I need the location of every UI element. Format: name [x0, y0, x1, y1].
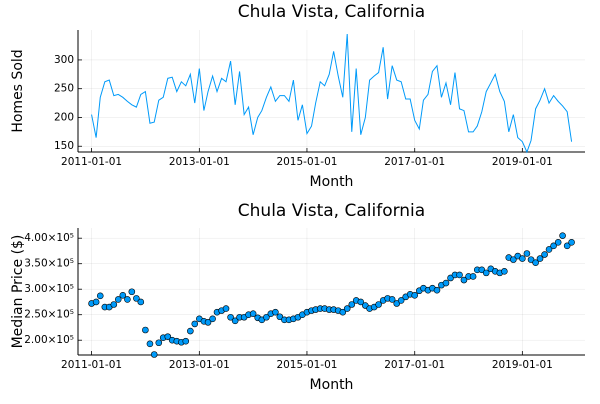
y-tick-label: 200: [54, 111, 74, 123]
data-line: [91, 33, 573, 154]
x-axis-label: Month: [310, 174, 354, 190]
x-tick-label: 2013-01-01: [169, 359, 230, 371]
data-point: [348, 301, 356, 308]
data-point: [532, 259, 539, 266]
y-tick-label: 3.00×10⁵: [24, 283, 74, 295]
x-tick-label: 2011-01-01: [61, 156, 122, 168]
data-point: [272, 308, 279, 316]
data-point: [411, 292, 419, 299]
data-point: [357, 298, 365, 306]
data-point: [155, 339, 163, 347]
data-point: [559, 232, 566, 239]
data-point: [442, 279, 450, 287]
data-point: [545, 246, 553, 253]
data-point: [227, 313, 234, 321]
x-tick-label: 2015-01-01: [276, 156, 337, 168]
data-point: [550, 242, 557, 250]
chart-title: Chula Vista, California: [238, 201, 425, 221]
data-point: [209, 315, 216, 323]
data-point: [433, 286, 441, 294]
data-point: [527, 256, 535, 263]
data-point: [563, 242, 571, 250]
data-point: [554, 238, 562, 246]
data-point: [231, 317, 239, 325]
x-tick-label: 2019-01-01: [492, 156, 553, 168]
data-point: [339, 308, 347, 316]
data-point: [478, 266, 486, 274]
data-point: [263, 313, 270, 321]
x-tick-label: 2013-01-01: [169, 156, 230, 168]
data-point: [343, 305, 351, 312]
data-point: [137, 298, 145, 306]
data-point: [276, 313, 284, 321]
data-point: [96, 292, 104, 300]
data-point: [150, 351, 158, 358]
data-point: [164, 333, 172, 340]
x-tick-label: 2017-01-01: [384, 359, 445, 371]
data-point: [124, 296, 131, 303]
y-tick-label: 150: [54, 140, 74, 152]
data-point: [249, 310, 257, 317]
data-point: [523, 250, 531, 257]
data-point: [510, 256, 517, 263]
data-point: [114, 296, 122, 303]
data-point: [191, 320, 199, 328]
x-tick-label: 2011-01-01: [61, 359, 122, 371]
data-point: [460, 276, 468, 284]
data-point: [375, 301, 382, 308]
x-axis-label: Month: [310, 377, 354, 393]
data-point: [393, 300, 401, 307]
data-point: [128, 288, 136, 296]
data-point: [222, 305, 230, 312]
data-point: [456, 271, 463, 279]
y-tick-label: 300: [54, 54, 74, 66]
data-point: [447, 274, 454, 282]
y-tick-label: 3.50×10⁵: [24, 258, 74, 270]
y-tick-label: 2.50×10⁵: [24, 309, 74, 321]
x-tick-label: 2017-01-01: [384, 156, 445, 168]
data-point: [110, 301, 118, 308]
data-point: [119, 292, 127, 299]
data-point: [397, 297, 405, 304]
x-tick-label: 2015-01-01: [276, 359, 337, 371]
x-tick-label: 2019-01-01: [492, 359, 553, 371]
y-tick-label: 250: [54, 83, 74, 95]
chart-title: Chula Vista, California: [238, 2, 425, 22]
data-point: [536, 255, 544, 262]
y-axis-label: Median Price ($): [10, 235, 26, 349]
y-tick-label: 2.00×10⁵: [24, 334, 74, 346]
data-point: [146, 340, 154, 348]
data-point: [519, 255, 526, 262]
data-point: [568, 238, 575, 246]
y-tick-label: 4.00×10⁵: [24, 232, 74, 244]
data-point: [469, 273, 477, 280]
data-point: [541, 251, 548, 258]
data-point: [204, 319, 212, 326]
data-point: [92, 298, 100, 306]
data-point: [142, 326, 149, 334]
data-point: [182, 337, 190, 345]
data-point: [133, 295, 140, 302]
data-point: [482, 269, 490, 277]
y-axis-label: Homes Sold: [10, 49, 26, 132]
data-point: [187, 327, 194, 335]
data-point: [388, 296, 396, 303]
data-point: [501, 268, 508, 275]
